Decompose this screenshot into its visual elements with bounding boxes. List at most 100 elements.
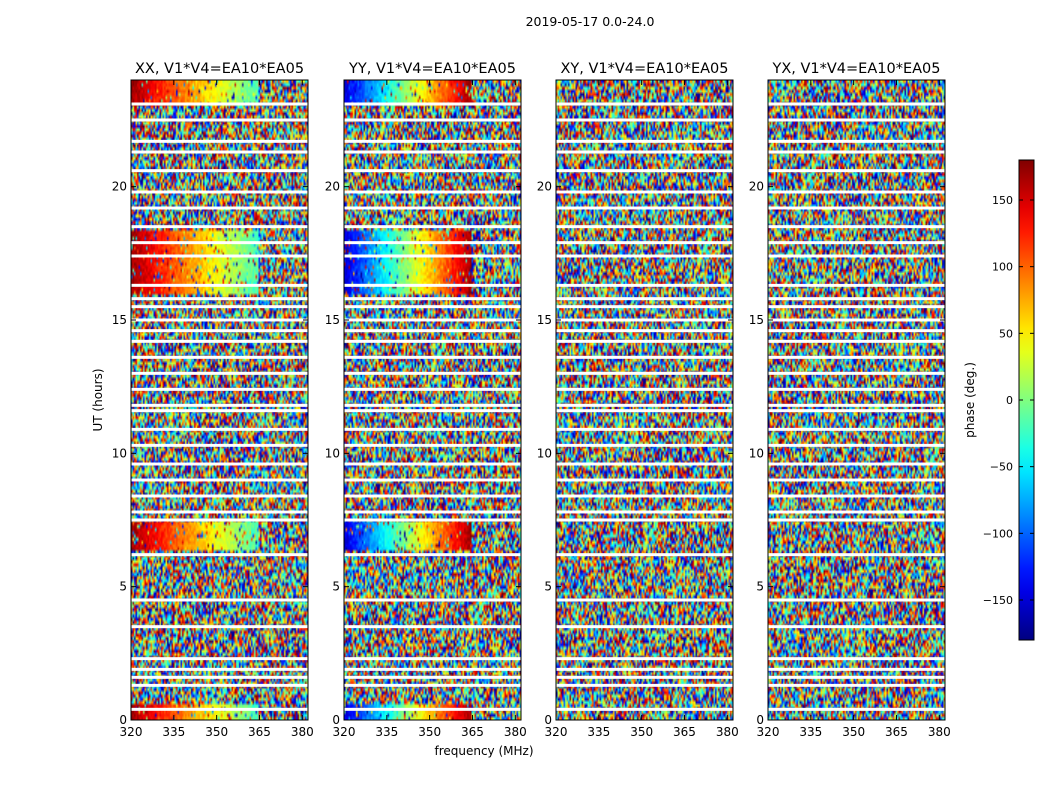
flagged-gap: [556, 518, 733, 522]
flagged-gap: [131, 305, 308, 309]
flagged-gap: [556, 139, 733, 143]
flagged-gap: [131, 139, 308, 143]
flagged-gap: [344, 409, 521, 413]
y-axis-label: UT (hours): [91, 368, 105, 431]
flagged-gap: [556, 510, 733, 514]
flagged-gap: [556, 443, 733, 447]
flagged-gap: [131, 553, 308, 557]
flagged-gap: [556, 297, 733, 301]
flagged-gap: [131, 169, 308, 173]
flagged-gap: [768, 675, 945, 679]
flagged-gap: [344, 241, 521, 245]
flagged-gap: [768, 241, 945, 245]
flagged-gap: [556, 409, 733, 413]
flagged-gap: [768, 403, 945, 407]
y-tick-label: 10: [112, 446, 127, 460]
flagged-gap: [344, 675, 521, 679]
flagged-gap: [344, 667, 521, 671]
flagged-gap: [556, 494, 733, 498]
panel-frame: [130, 79, 309, 721]
y-tick-label: 0: [544, 713, 552, 727]
flagged-gap: [768, 427, 945, 431]
flagged-gap: [768, 667, 945, 671]
flagged-gap: [556, 339, 733, 343]
x-tick-label: 335: [375, 725, 398, 739]
flagged-gap: [344, 169, 521, 173]
panel-title-xy: XY, V1*V4=EA10*EA05: [560, 61, 728, 77]
x-tick-label: 350: [842, 725, 865, 739]
flagged-gap: [556, 403, 733, 407]
flagged-gap: [131, 409, 308, 413]
flagged-gap: [768, 409, 945, 413]
flagged-gap: [768, 657, 945, 661]
flagged-gap: [344, 707, 521, 711]
flagged-gap: [344, 371, 521, 375]
flagged-gap: [556, 553, 733, 557]
panel-frame: [343, 79, 522, 721]
phase-heatmap-xx: [131, 80, 308, 720]
flagged-gap: [344, 190, 521, 194]
flagged-gap: [556, 305, 733, 309]
x-tick-label: 365: [461, 725, 484, 739]
flagged-gap: [556, 478, 733, 482]
panel-xx: XX, V1*V4=EA10*EA05 320 335 350 365 380 0 5 10 15…: [112, 61, 314, 739]
panel-title-yy: YY, V1*V4=EA10*EA05: [348, 61, 516, 77]
flagged-gap: [768, 387, 945, 391]
flagged-gap: [131, 329, 308, 333]
flagged-gap: [344, 510, 521, 514]
x-tick-label: 320: [545, 725, 568, 739]
flagged-gap: [768, 190, 945, 194]
flagged-gap: [556, 625, 733, 629]
flagged-gap: [344, 387, 521, 391]
x-tick-label: 335: [799, 725, 822, 739]
flagged-gap: [768, 339, 945, 343]
flagged-gap: [556, 387, 733, 391]
y-tick-label: 5: [332, 580, 340, 594]
y-tick-label: 5: [119, 580, 127, 594]
flagged-gap: [556, 667, 733, 671]
flagged-gap: [556, 254, 733, 258]
flagged-gap: [131, 355, 308, 359]
flagged-gap: [344, 318, 521, 322]
flagged-gap: [131, 598, 308, 602]
flagged-gap: [131, 318, 308, 322]
flagged-gap: [768, 371, 945, 375]
y-tick-label: 20: [749, 180, 764, 194]
x-tick-label: 320: [757, 725, 780, 739]
flagged-gap: [131, 403, 308, 407]
flagged-gap: [344, 598, 521, 602]
flagged-gap: [768, 625, 945, 629]
flagged-gap: [344, 297, 521, 301]
flagged-gap: [344, 478, 521, 482]
flagged-gap: [768, 225, 945, 229]
flagged-gap: [768, 683, 945, 687]
x-tick-label: 350: [630, 725, 653, 739]
panel-yy: YY, V1*V4=EA10*EA05 320 335 350 365 380 0 5 10 15…: [325, 61, 527, 739]
panel-yx: YX, V1*V4=EA10*EA05 320 335 350 365 380 0 5 10 15…: [749, 61, 951, 739]
flagged-gap: [131, 283, 308, 287]
flagged-gap: [344, 443, 521, 447]
y-tick-label: 20: [112, 180, 127, 194]
flagged-gap: [556, 150, 733, 154]
colorbar-tick-label: 100: [992, 261, 1013, 274]
colorbar-label: phase (deg.): [963, 362, 977, 438]
flagged-gap: [768, 283, 945, 287]
x-tick-label: 350: [418, 725, 441, 739]
flagged-gap: [344, 494, 521, 498]
flagged-gap: [556, 657, 733, 661]
y-tick-label: 20: [325, 180, 340, 194]
flagged-gap: [131, 190, 308, 194]
y-tick-label: 0: [119, 713, 127, 727]
x-tick-label: 320: [333, 725, 356, 739]
flagged-gap: [556, 371, 733, 375]
flagged-gap: [131, 707, 308, 711]
x-tick-label: 365: [673, 725, 696, 739]
flagged-gap: [768, 707, 945, 711]
flagged-gap: [768, 297, 945, 301]
flagged-gap: [131, 206, 308, 210]
flagged-gap: [131, 625, 308, 629]
phase-heatmap-yy: [344, 80, 521, 720]
flagged-gap: [768, 254, 945, 258]
y-tick-label: 5: [544, 580, 552, 594]
flagged-gap: [344, 305, 521, 309]
